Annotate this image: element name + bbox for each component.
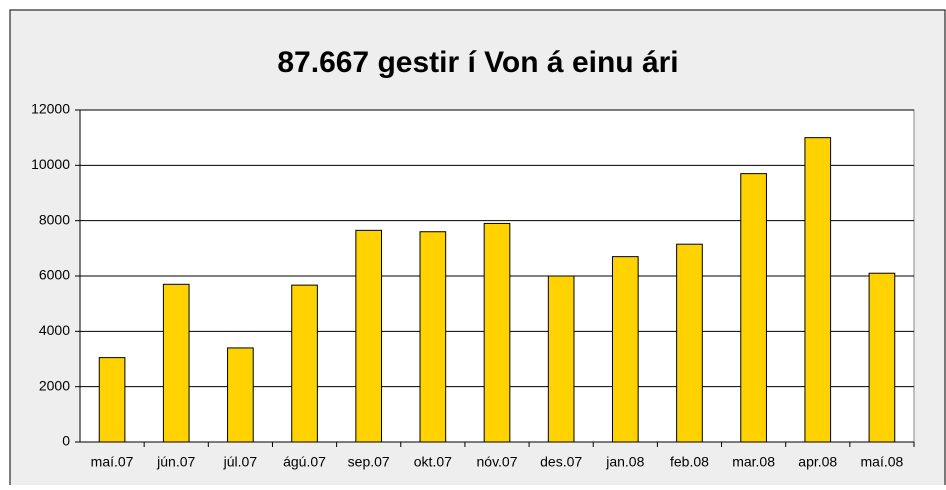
bar [676, 243, 703, 443]
bar [419, 231, 447, 443]
chart-title: 87.667 gestir í Von á einu ári [277, 46, 678, 79]
x-tick-label: apr.08 [798, 454, 837, 470]
x-tick-label: ágú.07 [283, 454, 326, 470]
bar [740, 173, 767, 443]
x-tick-label: feb.08 [670, 454, 709, 470]
y-tick-label: 10000 [31, 156, 70, 172]
y-tick-label: 8000 [39, 211, 70, 227]
x-tick-label: maí.07 [91, 454, 134, 470]
y-tick-label: 4000 [39, 322, 70, 338]
x-tick-label: mar.08 [732, 454, 775, 470]
bar [804, 137, 832, 443]
bar [291, 284, 318, 443]
x-tick-label: okt.07 [414, 454, 452, 470]
x-tick-label: jan.08 [605, 454, 644, 470]
bar [611, 256, 639, 443]
y-tick-label: 0 [62, 433, 70, 449]
bar [227, 347, 254, 443]
x-tick-label: júl.07 [223, 454, 258, 470]
bar [98, 357, 126, 443]
x-tick-label: jún.07 [156, 454, 195, 470]
x-tick-label: nóv.07 [477, 454, 518, 470]
x-tick-label: sep.07 [348, 454, 390, 470]
bar [355, 229, 383, 443]
bar [868, 272, 896, 443]
y-tick-label: 2000 [39, 377, 70, 393]
bar [547, 275, 575, 443]
y-tick-label: 6000 [39, 267, 70, 283]
y-tick-label: 12000 [31, 101, 70, 117]
x-tick-label: des.07 [540, 454, 582, 470]
bar [483, 222, 511, 443]
x-tick-label: maí.08 [861, 454, 904, 470]
bar [162, 283, 190, 443]
